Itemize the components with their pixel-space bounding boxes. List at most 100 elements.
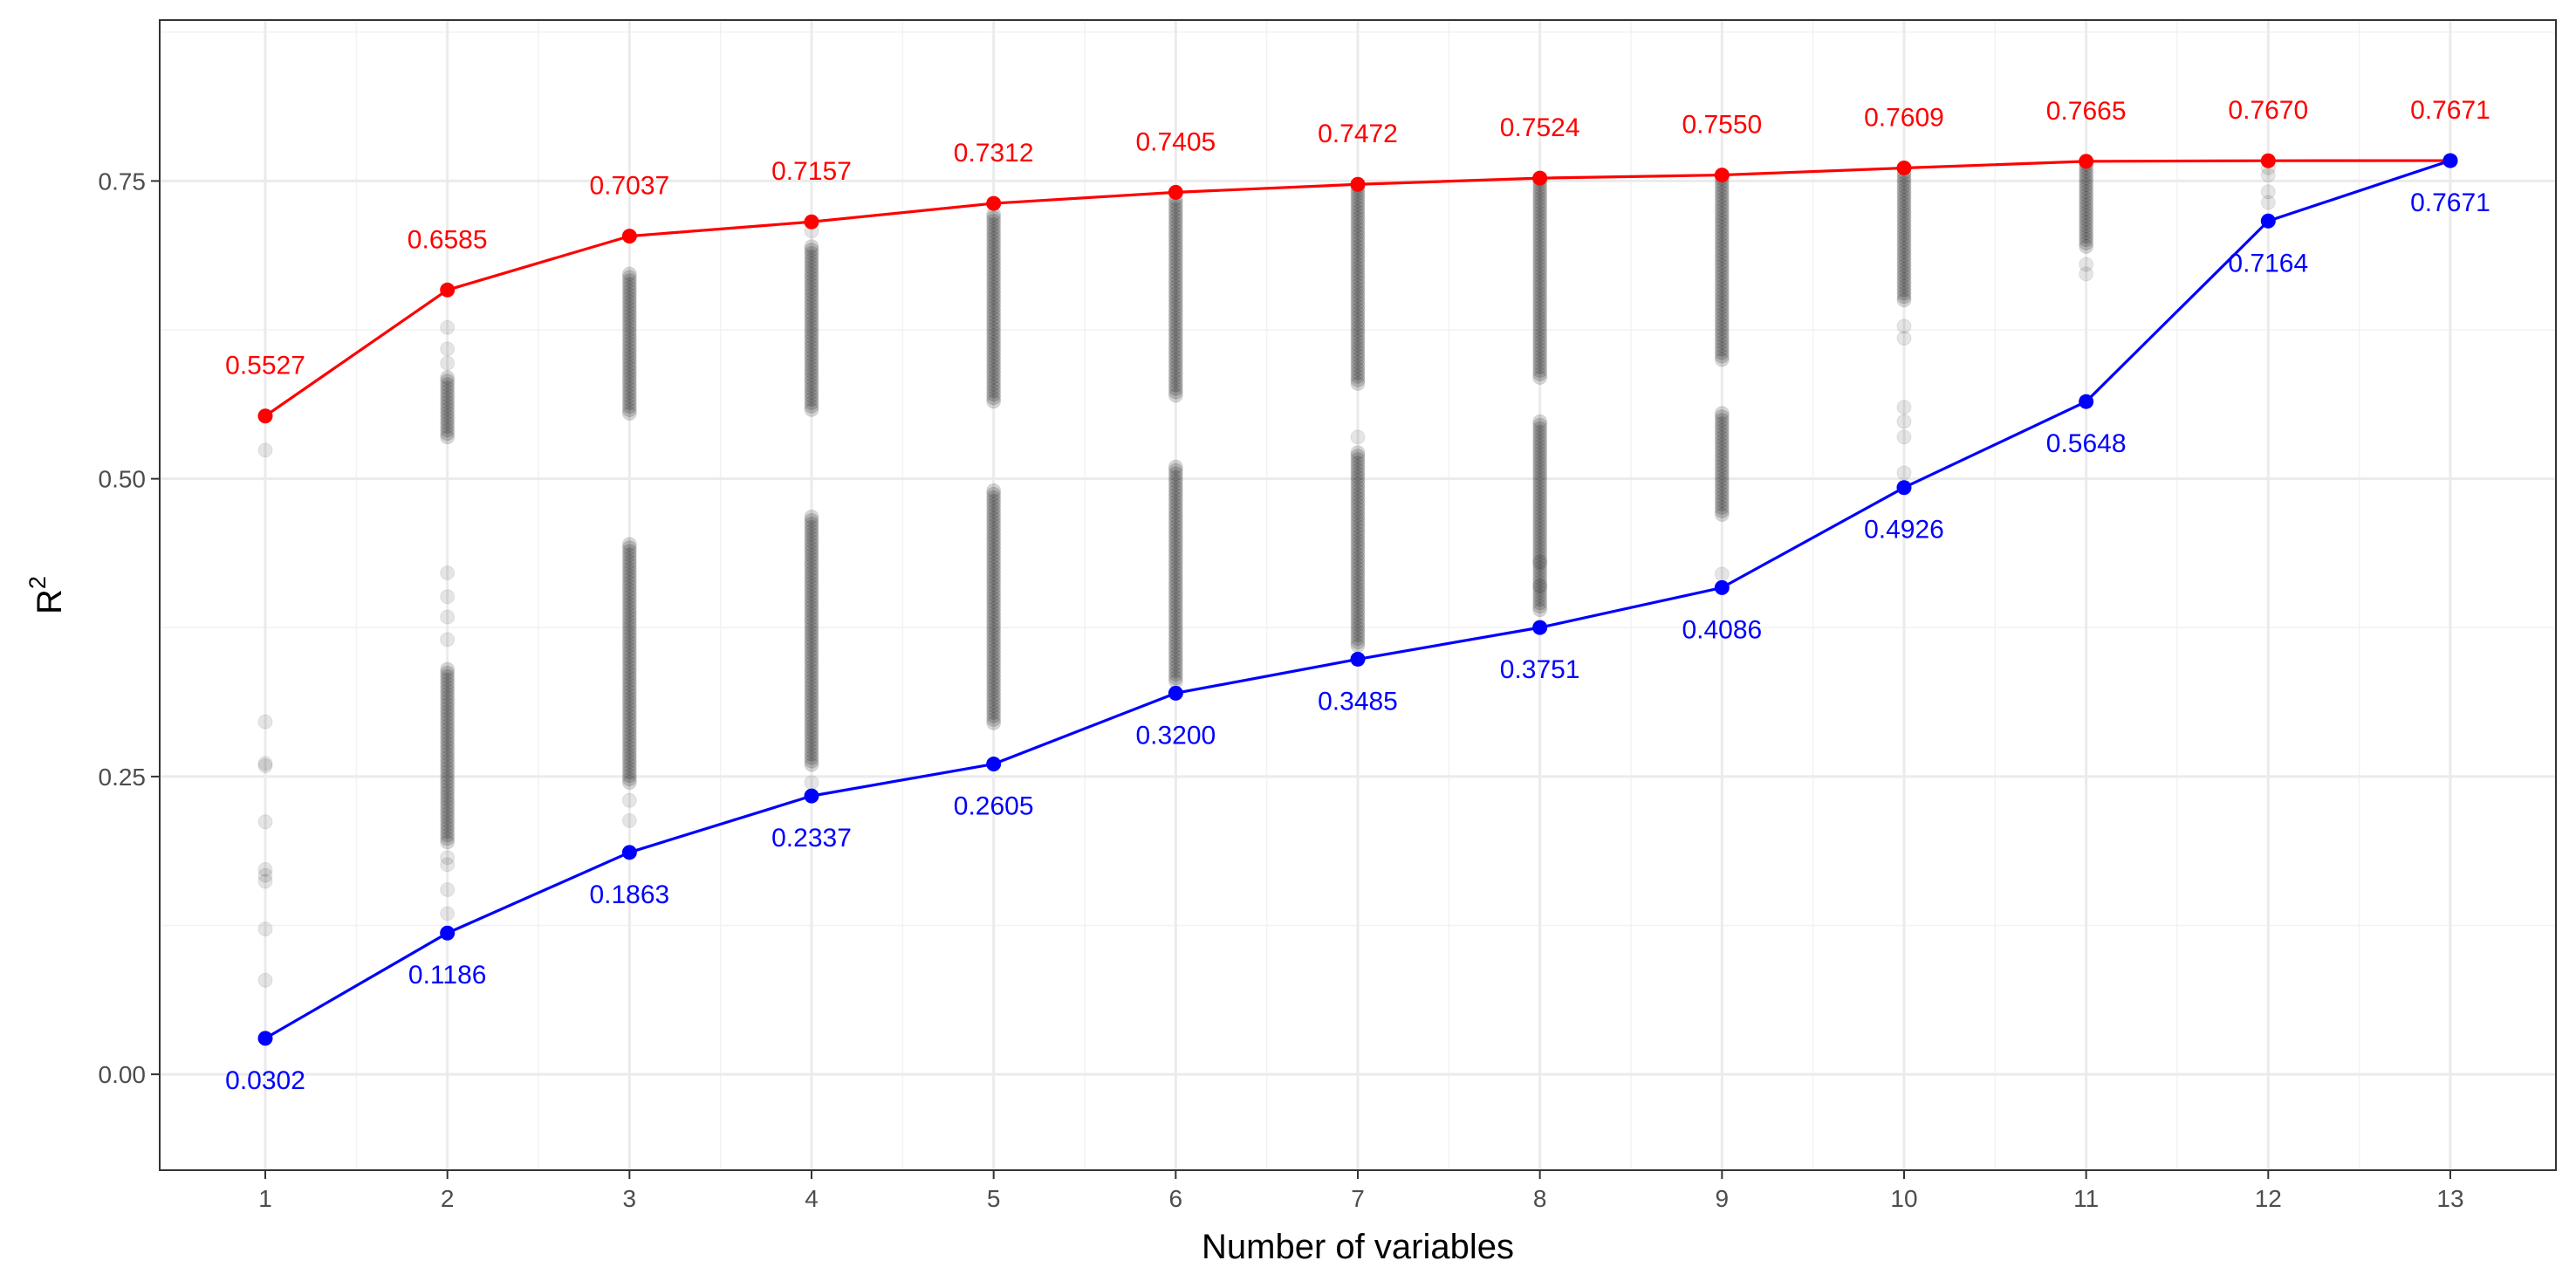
subset-point [440, 373, 456, 389]
subset-point [1896, 209, 1912, 225]
subset-point [1532, 282, 1548, 298]
subset-point [1168, 653, 1183, 668]
subset-point [2079, 204, 2094, 220]
subset-point [804, 242, 819, 257]
subset-point [440, 370, 456, 386]
subset-point [1896, 251, 1912, 267]
subset-point [1350, 291, 1366, 307]
subset-point [1350, 487, 1366, 503]
subset-point [1168, 554, 1183, 570]
subset-point [2079, 194, 2094, 209]
subset-point [1714, 458, 1730, 474]
subset-point [2079, 211, 2094, 227]
subset-point [986, 234, 1002, 250]
subset-point [1168, 268, 1183, 284]
subset-point [1532, 602, 1548, 618]
subset-point [1532, 233, 1548, 249]
subset-point [440, 405, 456, 421]
subset-point [1896, 186, 1912, 202]
series-lines [257, 153, 2458, 1046]
subset-point [1896, 213, 1912, 229]
subset-point [1350, 326, 1366, 342]
subset-point [1350, 277, 1366, 293]
subset-point [1532, 560, 1548, 576]
subset-point [804, 739, 819, 755]
subset-point [1896, 271, 1912, 287]
subset-point [1168, 610, 1183, 626]
subset-point [986, 621, 1002, 637]
subset-point [2079, 266, 2094, 282]
subset-point [1168, 620, 1183, 636]
subset-point [1350, 585, 1366, 600]
min-r2-point [621, 845, 637, 860]
subset-point [1168, 219, 1183, 235]
subset-point [1532, 236, 1548, 252]
subset-point [621, 353, 637, 369]
y-axis-title-superscript: 2 [24, 576, 51, 589]
data-labels: 0.5527 0.6585 0.7037 0.7157 0.7312 0.7405 0.74… [225, 96, 2490, 1095]
subset-point [986, 290, 1002, 305]
subset-point [804, 750, 819, 765]
subset-point [621, 357, 637, 373]
subset-point [1532, 424, 1548, 440]
subset-point [804, 638, 819, 654]
subset-point [1714, 420, 1730, 435]
subset-point [1714, 497, 1730, 512]
subset-point [804, 364, 819, 380]
subset-point [1168, 236, 1183, 252]
subset-point [1350, 193, 1366, 209]
subset-point [1350, 445, 1366, 461]
subset-point [1168, 504, 1183, 520]
subset-point [986, 383, 1002, 399]
subset-point [1168, 297, 1183, 312]
subset-point [986, 387, 1002, 402]
subset-point [1714, 409, 1730, 425]
subset-point [986, 210, 1002, 226]
subset-point [804, 627, 819, 643]
subset-point [1350, 236, 1366, 251]
subset-point [1350, 429, 1366, 445]
subset-point [1350, 456, 1366, 471]
subset-point [621, 768, 637, 784]
subset-point [1350, 518, 1366, 534]
subset-point [986, 670, 1002, 686]
subset-point [804, 339, 819, 355]
subset-point [1532, 414, 1548, 429]
subset-point [804, 509, 819, 524]
max-r2-point [1168, 184, 1183, 200]
y-tick-label: 0.25 [99, 764, 147, 791]
subset-point [986, 570, 1002, 586]
subset-point [1714, 469, 1730, 484]
subset-point [2079, 201, 2094, 216]
subset-point [440, 857, 456, 873]
subset-point [1168, 216, 1183, 231]
subset-point [1532, 356, 1548, 372]
subset-point [621, 627, 637, 643]
subset-point [257, 874, 273, 889]
subset-point [804, 631, 819, 647]
subset-point [986, 345, 1002, 360]
subset-point [1168, 353, 1183, 368]
subset-point [2079, 208, 2094, 223]
subset-point [804, 540, 819, 556]
subset-point [1714, 213, 1730, 229]
subset-point [1532, 462, 1548, 478]
subset-point [804, 666, 819, 682]
subset-point [986, 262, 1002, 277]
subset-point [621, 561, 637, 577]
subset-point [621, 287, 637, 303]
subset-point [804, 551, 819, 566]
subset-point [621, 586, 637, 601]
subset-point [1714, 192, 1730, 208]
subset-point [440, 401, 456, 417]
subset-point [1168, 476, 1183, 492]
subset-point [1532, 216, 1548, 231]
subset-point [1350, 361, 1366, 377]
subset-point [1350, 312, 1366, 328]
subset-point [1532, 257, 1548, 273]
subset-point [1168, 293, 1183, 309]
subset-point [1350, 214, 1366, 230]
subset-point [2079, 215, 2094, 230]
subset-point [986, 227, 1002, 243]
min-r2-point [2442, 153, 2458, 168]
